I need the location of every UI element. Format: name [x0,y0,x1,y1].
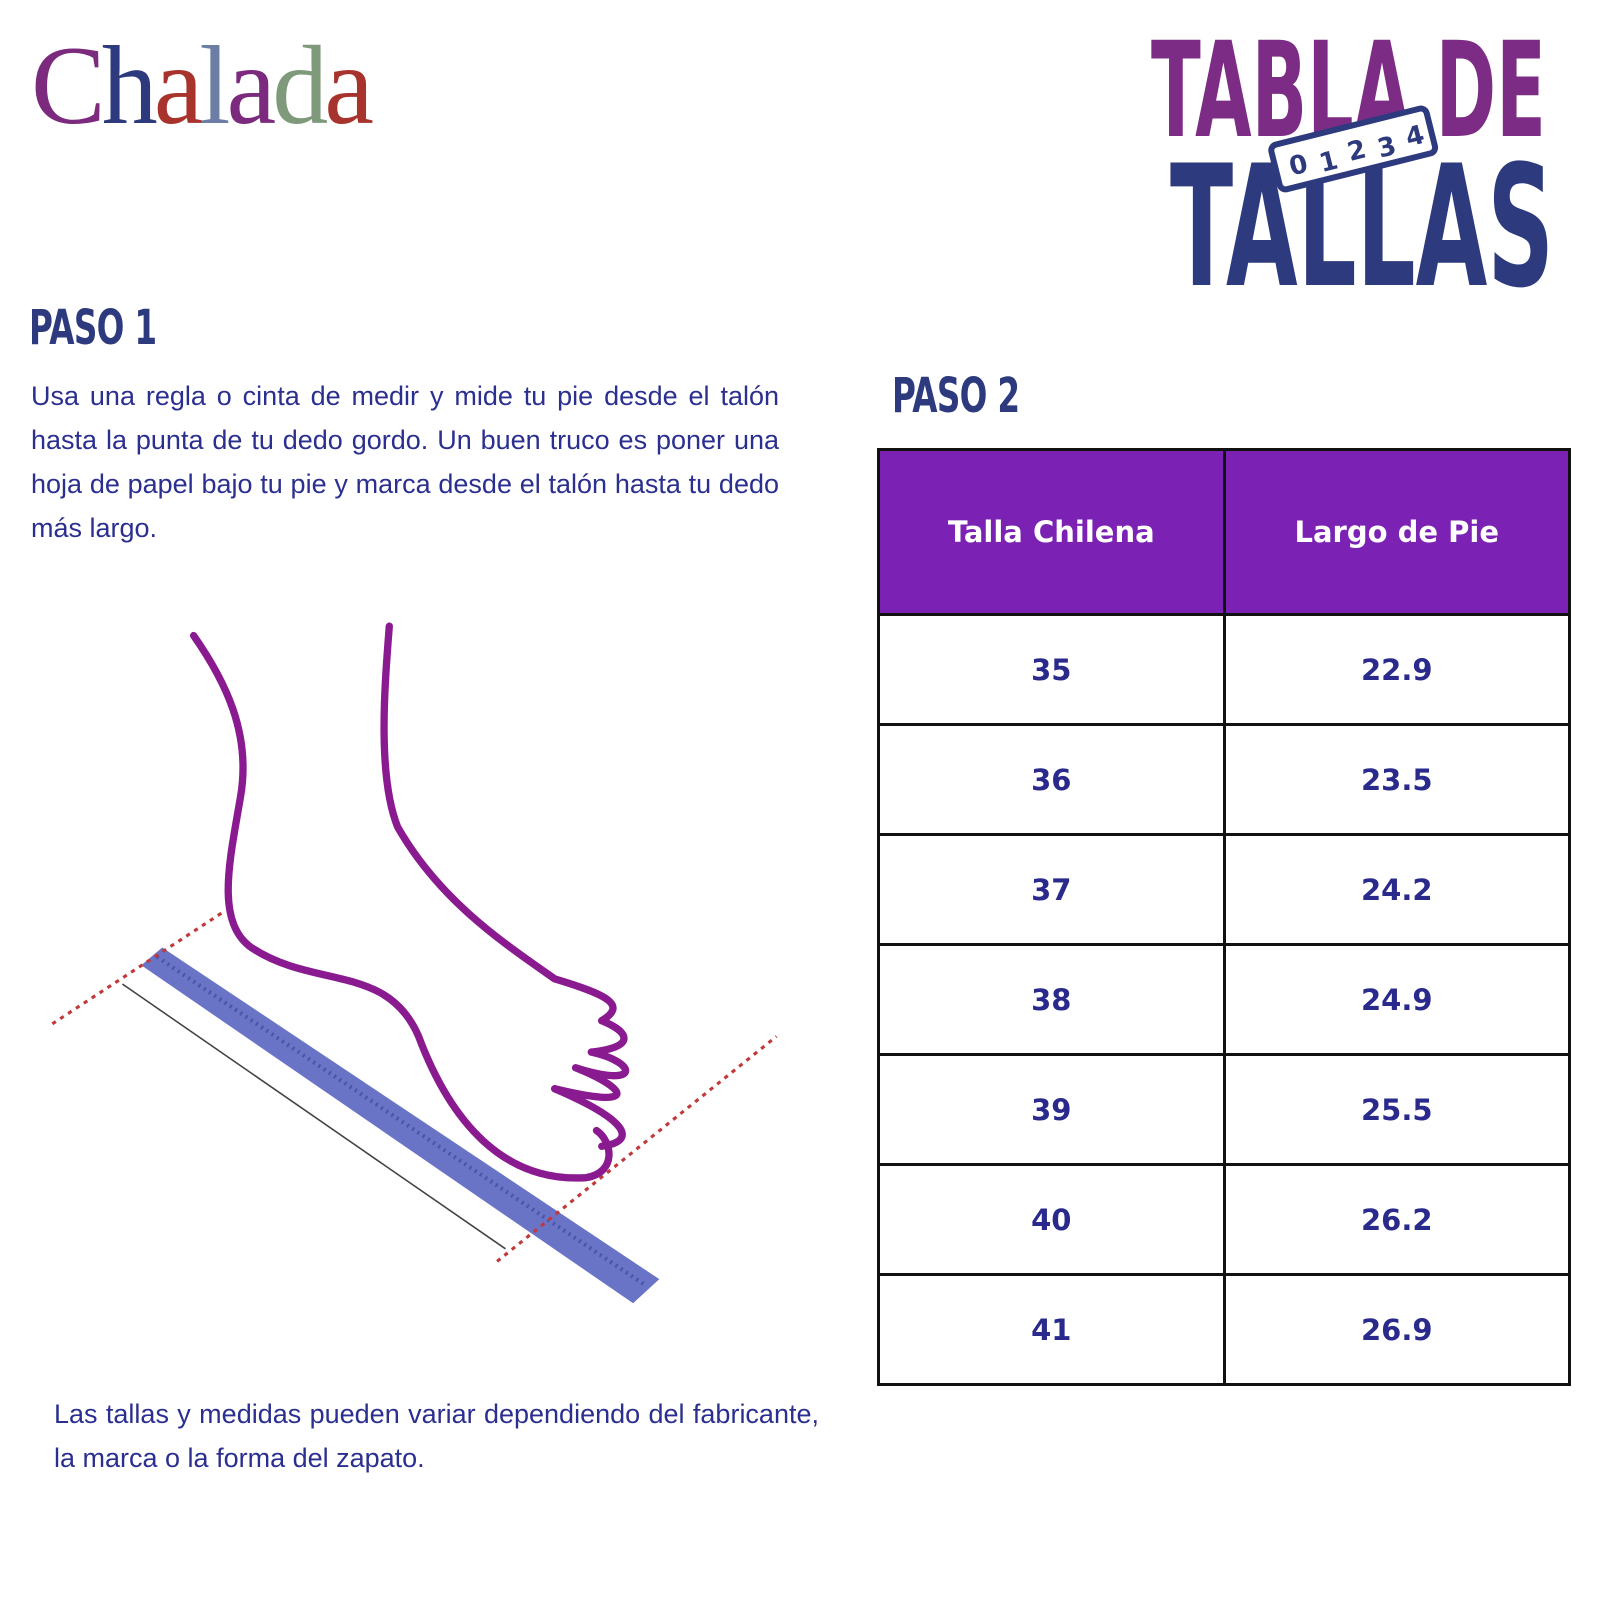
note-text: Las tallas y medidas pueden variar depen… [54,1399,819,1473]
table-cell: 41 [877,1273,1226,1386]
step1-text: Usa una regla o cinta de medir y mide tu… [31,381,779,543]
table-row: 41 26.9 [877,1273,1571,1386]
table-cell: 26.2 [1222,1163,1571,1276]
table-cell: 22.9 [1222,613,1571,726]
table-cell: 37 [877,833,1226,946]
table-body: 35 22.9 36 23.5 37 24.2 38 24.9 39 25.5 40 26.2 41 26… [877,613,1571,1386]
logo-letter: d [272,24,328,148]
table-cell: 40 [877,1163,1226,1276]
logo-letter: l [199,24,230,148]
table-row: 38 24.9 [877,943,1571,1056]
table-row: 39 25.5 [877,1053,1571,1166]
step2-heading: PASO 2 [892,368,1020,424]
logo-letter: a [153,24,204,148]
table-row: 40 26.2 [877,1163,1571,1276]
logo-letter: C [31,24,106,148]
table-cell: 26.9 [1222,1273,1571,1386]
table-cell: 35 [877,613,1226,726]
foot-illustration [51,622,778,1304]
table-cell: 39 [877,1053,1226,1166]
column-header: Talla Chilena [877,448,1226,616]
table-cell: 36 [877,723,1226,836]
table-cell: 23.5 [1222,723,1571,836]
step1-heading: PASO 1 [29,300,157,356]
logo-letter: a [324,24,374,148]
logo-letter: h [101,24,158,148]
logo: Chalada [31,22,374,151]
table-row: 36 23.5 [877,723,1571,836]
table-row: 35 22.9 [877,613,1571,726]
size-table: Talla Chilena Largo de Pie 35 22.9 36 23.5 37… [877,448,1571,1386]
table-cell: 38 [877,943,1226,1056]
table-cell: 24.9 [1222,943,1571,1056]
table-cell: 25.5 [1222,1053,1571,1166]
table-cell: 24.2 [1222,833,1571,946]
logo-letter: a [226,24,277,148]
table-header: Talla Chilena Largo de Pie [877,448,1571,616]
table-row: 37 24.2 [877,833,1571,946]
column-header: Largo de Pie [1222,448,1571,616]
